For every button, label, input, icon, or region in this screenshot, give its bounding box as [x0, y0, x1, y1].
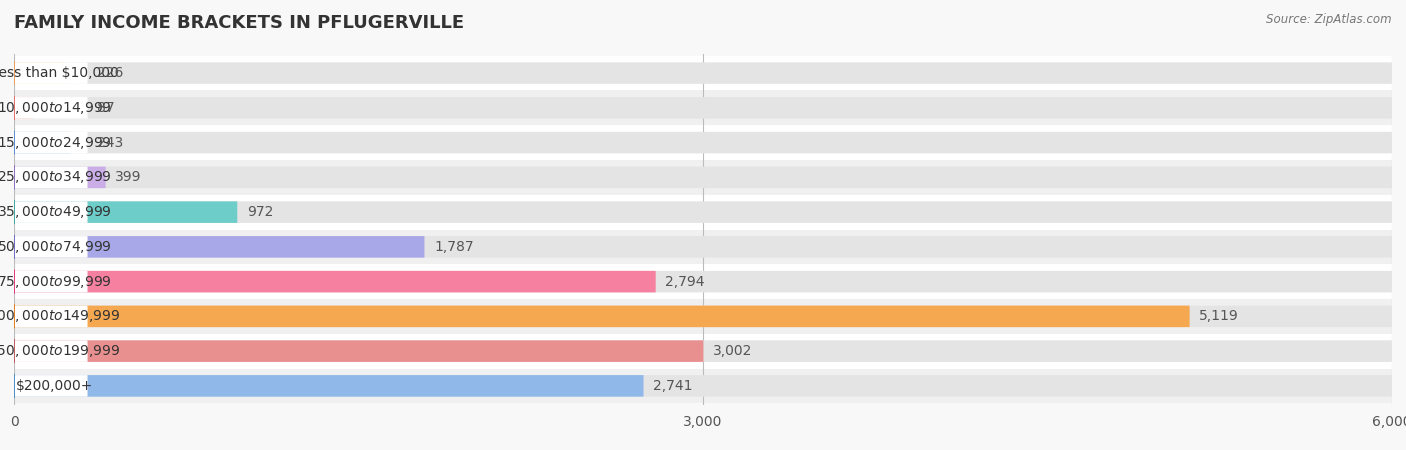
Bar	[14, 160, 1392, 195]
FancyBboxPatch shape	[14, 236, 425, 258]
Text: FAMILY INCOME BRACKETS IN PFLUGERVILLE: FAMILY INCOME BRACKETS IN PFLUGERVILLE	[14, 14, 464, 32]
FancyBboxPatch shape	[14, 340, 1392, 362]
Bar	[14, 369, 1392, 403]
Text: Source: ZipAtlas.com: Source: ZipAtlas.com	[1267, 14, 1392, 27]
FancyBboxPatch shape	[14, 340, 703, 362]
FancyBboxPatch shape	[14, 132, 1392, 153]
Bar	[14, 56, 1392, 90]
FancyBboxPatch shape	[14, 271, 87, 292]
Text: $50,000 to $74,999: $50,000 to $74,999	[0, 239, 112, 255]
Text: 243: 243	[97, 135, 124, 149]
Bar	[14, 125, 1392, 160]
FancyBboxPatch shape	[14, 166, 1392, 188]
FancyBboxPatch shape	[14, 306, 1189, 327]
Text: 2,741: 2,741	[654, 379, 693, 393]
Text: $75,000 to $99,999: $75,000 to $99,999	[0, 274, 112, 290]
FancyBboxPatch shape	[14, 97, 87, 119]
FancyBboxPatch shape	[14, 236, 1392, 258]
Text: 2,794: 2,794	[665, 274, 704, 288]
Text: 972: 972	[247, 205, 273, 219]
Bar	[14, 90, 1392, 125]
FancyBboxPatch shape	[14, 97, 34, 119]
FancyBboxPatch shape	[14, 132, 70, 153]
FancyBboxPatch shape	[14, 306, 1392, 327]
FancyBboxPatch shape	[14, 63, 66, 84]
FancyBboxPatch shape	[14, 271, 655, 292]
Text: 226: 226	[97, 66, 124, 80]
Text: 1,787: 1,787	[434, 240, 474, 254]
FancyBboxPatch shape	[14, 340, 87, 362]
Text: $10,000 to $14,999: $10,000 to $14,999	[0, 100, 112, 116]
Text: $15,000 to $24,999: $15,000 to $24,999	[0, 135, 112, 151]
FancyBboxPatch shape	[14, 375, 644, 396]
Bar	[14, 195, 1392, 230]
FancyBboxPatch shape	[14, 132, 87, 153]
Text: $25,000 to $34,999: $25,000 to $34,999	[0, 169, 112, 185]
FancyBboxPatch shape	[14, 201, 87, 223]
FancyBboxPatch shape	[14, 63, 87, 84]
Bar	[14, 299, 1392, 334]
FancyBboxPatch shape	[14, 201, 1392, 223]
FancyBboxPatch shape	[14, 271, 1392, 292]
FancyBboxPatch shape	[14, 201, 238, 223]
FancyBboxPatch shape	[14, 306, 87, 327]
Bar	[14, 334, 1392, 369]
Text: $200,000+: $200,000+	[15, 379, 93, 393]
Bar	[14, 264, 1392, 299]
Text: $35,000 to $49,999: $35,000 to $49,999	[0, 204, 112, 220]
FancyBboxPatch shape	[14, 63, 1392, 84]
FancyBboxPatch shape	[14, 97, 1392, 119]
Text: Less than $10,000: Less than $10,000	[0, 66, 118, 80]
Text: 3,002: 3,002	[713, 344, 752, 358]
Text: 87: 87	[97, 101, 115, 115]
FancyBboxPatch shape	[14, 236, 87, 258]
Text: 399: 399	[115, 171, 142, 184]
Text: $100,000 to $149,999: $100,000 to $149,999	[0, 308, 121, 324]
Bar	[14, 230, 1392, 264]
FancyBboxPatch shape	[14, 166, 87, 188]
FancyBboxPatch shape	[14, 166, 105, 188]
FancyBboxPatch shape	[14, 375, 87, 396]
Text: $150,000 to $199,999: $150,000 to $199,999	[0, 343, 121, 359]
FancyBboxPatch shape	[14, 375, 1392, 396]
Text: 5,119: 5,119	[1199, 310, 1239, 324]
